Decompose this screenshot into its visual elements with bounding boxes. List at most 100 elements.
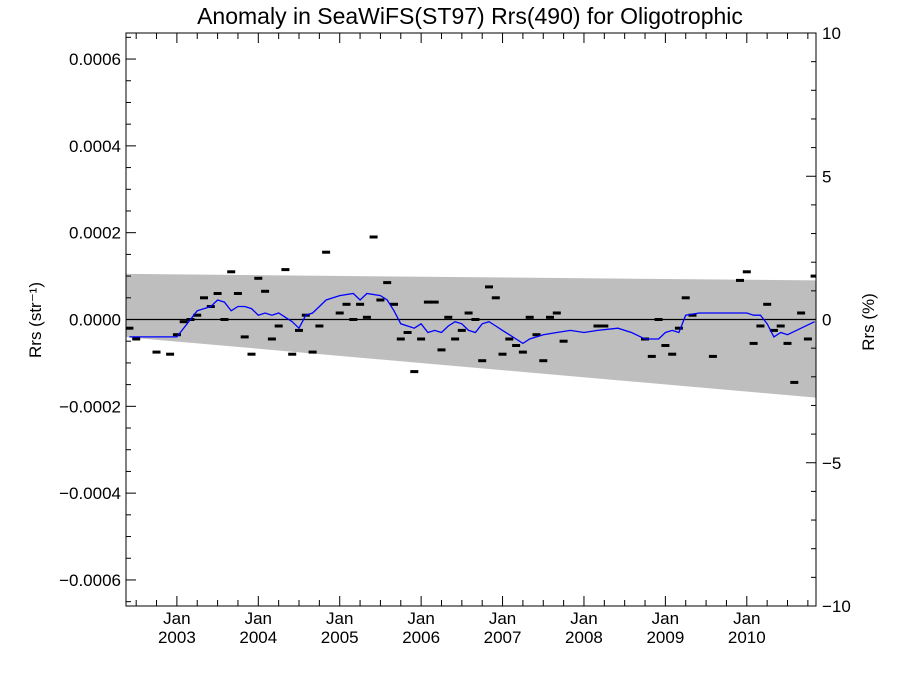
anomaly-point	[369, 235, 378, 239]
anomaly-point	[668, 352, 677, 356]
plot-area	[126, 235, 816, 398]
anomaly-point	[200, 296, 208, 300]
anomaly-point	[233, 292, 242, 295]
y2-tick-label: 10	[822, 24, 841, 43]
anomaly-point	[403, 331, 412, 334]
y-tick-label: −0.0002	[59, 397, 121, 416]
y-tick-label: −0.0006	[59, 571, 121, 590]
anomaly-point	[166, 352, 175, 356]
anomaly-point	[254, 276, 263, 280]
anomaly-point	[247, 352, 256, 356]
y-tick-label: 0.0002	[69, 224, 121, 243]
anomaly-point	[647, 354, 656, 358]
anomaly-point	[688, 313, 697, 317]
anomaly-point	[322, 250, 331, 254]
anomaly-point	[335, 311, 344, 315]
anomaly-point	[546, 315, 554, 319]
anomaly-point	[362, 315, 371, 319]
x-tick-month-label: Jan	[326, 609, 353, 628]
anomaly-point	[485, 285, 493, 289]
y-tick-label: 0.0004	[69, 137, 121, 156]
anomaly-point	[559, 339, 568, 343]
anomaly-point	[172, 333, 181, 337]
x-tick-month-label: Jan	[163, 609, 190, 628]
anomaly-point	[505, 337, 514, 341]
y2-tick-label: −10	[822, 597, 851, 616]
anomaly-point	[776, 324, 785, 328]
x-tick-year-label: 2008	[565, 628, 603, 647]
anomaly-point	[512, 344, 521, 347]
anomaly-point	[376, 298, 385, 302]
anomaly-point	[457, 328, 466, 332]
x-tick-year-label: 2004	[239, 628, 277, 647]
anomaly-point	[783, 341, 792, 345]
x-tick-month-label: Jan	[652, 609, 679, 628]
anomaly-point	[410, 370, 419, 374]
anomaly-point	[593, 324, 602, 328]
x-tick-year-label: 2009	[646, 628, 684, 647]
y-tick-label: 0.0000	[69, 311, 121, 330]
anomaly-point	[383, 281, 392, 285]
x-tick-year-label: 2007	[484, 628, 522, 647]
anomaly-point	[213, 292, 222, 295]
anomaly-point	[274, 324, 283, 328]
anomaly-point	[288, 352, 297, 356]
x-tick-month-label: Jan	[489, 609, 516, 628]
y-tick-label: −0.0004	[59, 484, 121, 503]
anomaly-point	[525, 315, 534, 319]
anomaly-point	[478, 359, 487, 363]
anomaly-point	[444, 315, 453, 319]
anomaly-point	[600, 324, 609, 328]
anomaly-point	[742, 270, 751, 274]
anomaly-point	[308, 350, 317, 354]
anomaly-point	[471, 318, 480, 321]
anomaly-point	[281, 268, 290, 272]
anomaly-point	[674, 326, 683, 330]
anomaly-point	[803, 337, 812, 341]
x-tick-month-label: Jan	[733, 609, 760, 628]
anomaly-point	[342, 302, 351, 306]
x-tick-year-label: 2005	[321, 628, 359, 647]
anomaly-point	[315, 324, 324, 328]
anomaly-point	[179, 320, 188, 324]
running-mean-line	[129, 292, 815, 345]
anomaly-point	[769, 328, 778, 332]
anomaly-point	[661, 344, 670, 347]
anomaly-point	[356, 302, 365, 306]
anomaly-point	[349, 318, 358, 321]
anomaly-point	[430, 300, 439, 304]
anomaly-point	[749, 341, 758, 345]
plot-content	[126, 235, 816, 398]
x-tick-month-label: Jan	[245, 609, 272, 628]
anomaly-point	[132, 337, 141, 341]
anomaly-point	[810, 274, 816, 278]
anomaly-point	[654, 318, 663, 321]
y2-tick-label: 5	[822, 167, 831, 186]
anomaly-point	[763, 302, 772, 306]
anomaly-point	[797, 311, 806, 315]
y-tick-label: 0.0006	[69, 50, 121, 69]
anomaly-point	[498, 352, 507, 356]
x-tick-month-label: Jan	[570, 609, 597, 628]
anomaly-point	[417, 337, 426, 341]
anomaly-point	[532, 333, 541, 337]
anomaly-point	[552, 311, 561, 315]
x-tick-year-label: 2003	[158, 628, 196, 647]
anomaly-point	[790, 380, 799, 384]
anomaly-point	[295, 328, 303, 332]
anomaly-point	[220, 318, 229, 321]
anomaly-point	[423, 300, 432, 304]
axes: 0.0006 0.0004 0.0002 0.0000 −0.0002 −0.0004 −0…	[59, 24, 851, 647]
anomaly-point	[152, 350, 161, 354]
anomaly-point	[240, 335, 249, 339]
anomaly-point	[227, 270, 236, 274]
chart-title: Anomaly in SeaWiFS(ST97) Rrs(490) for Ol…	[197, 3, 743, 29]
anomaly-point	[464, 311, 473, 315]
x-tick-month-label: Jan	[407, 609, 434, 628]
anomaly-point	[518, 350, 527, 354]
anomaly-point	[708, 354, 717, 358]
uncertainty-band	[126, 273, 816, 398]
anomaly-point	[681, 296, 690, 300]
anomaly-point	[193, 313, 202, 317]
